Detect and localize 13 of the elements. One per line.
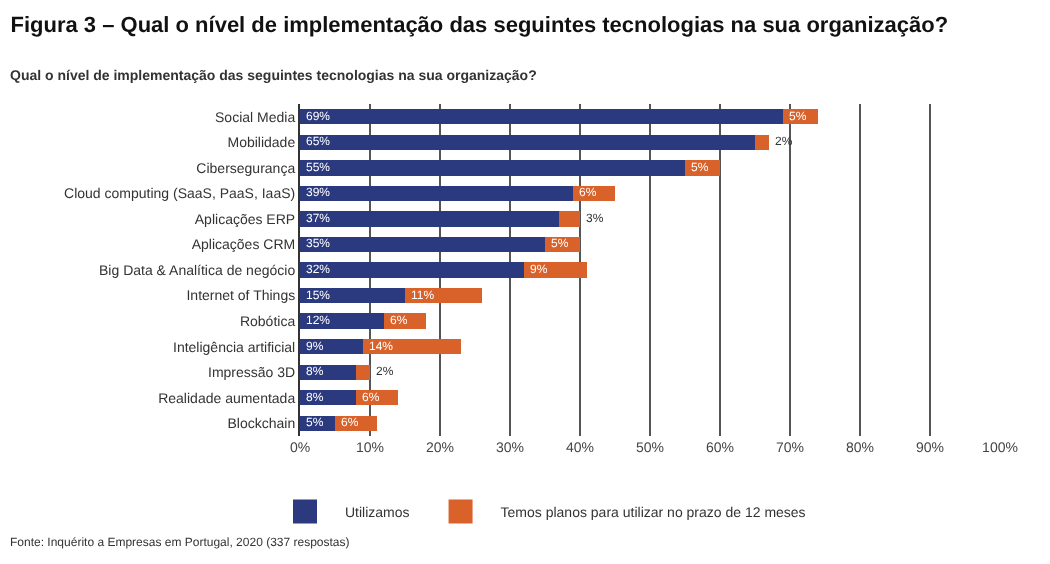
bar	[524, 262, 587, 278]
bar	[559, 211, 580, 227]
bar	[300, 185, 573, 202]
chart-title: Figura 3 – Qual o nível de implementação das seguintes tecnologias na sua organização?	[10, 14, 949, 39]
bar	[300, 236, 545, 253]
bar	[300, 211, 559, 227]
bar	[300, 160, 685, 176]
bar	[300, 262, 524, 278]
bar	[300, 109, 783, 125]
bar	[755, 134, 769, 150]
bar	[300, 313, 384, 329]
bar	[356, 364, 370, 380]
bar	[300, 134, 755, 150]
